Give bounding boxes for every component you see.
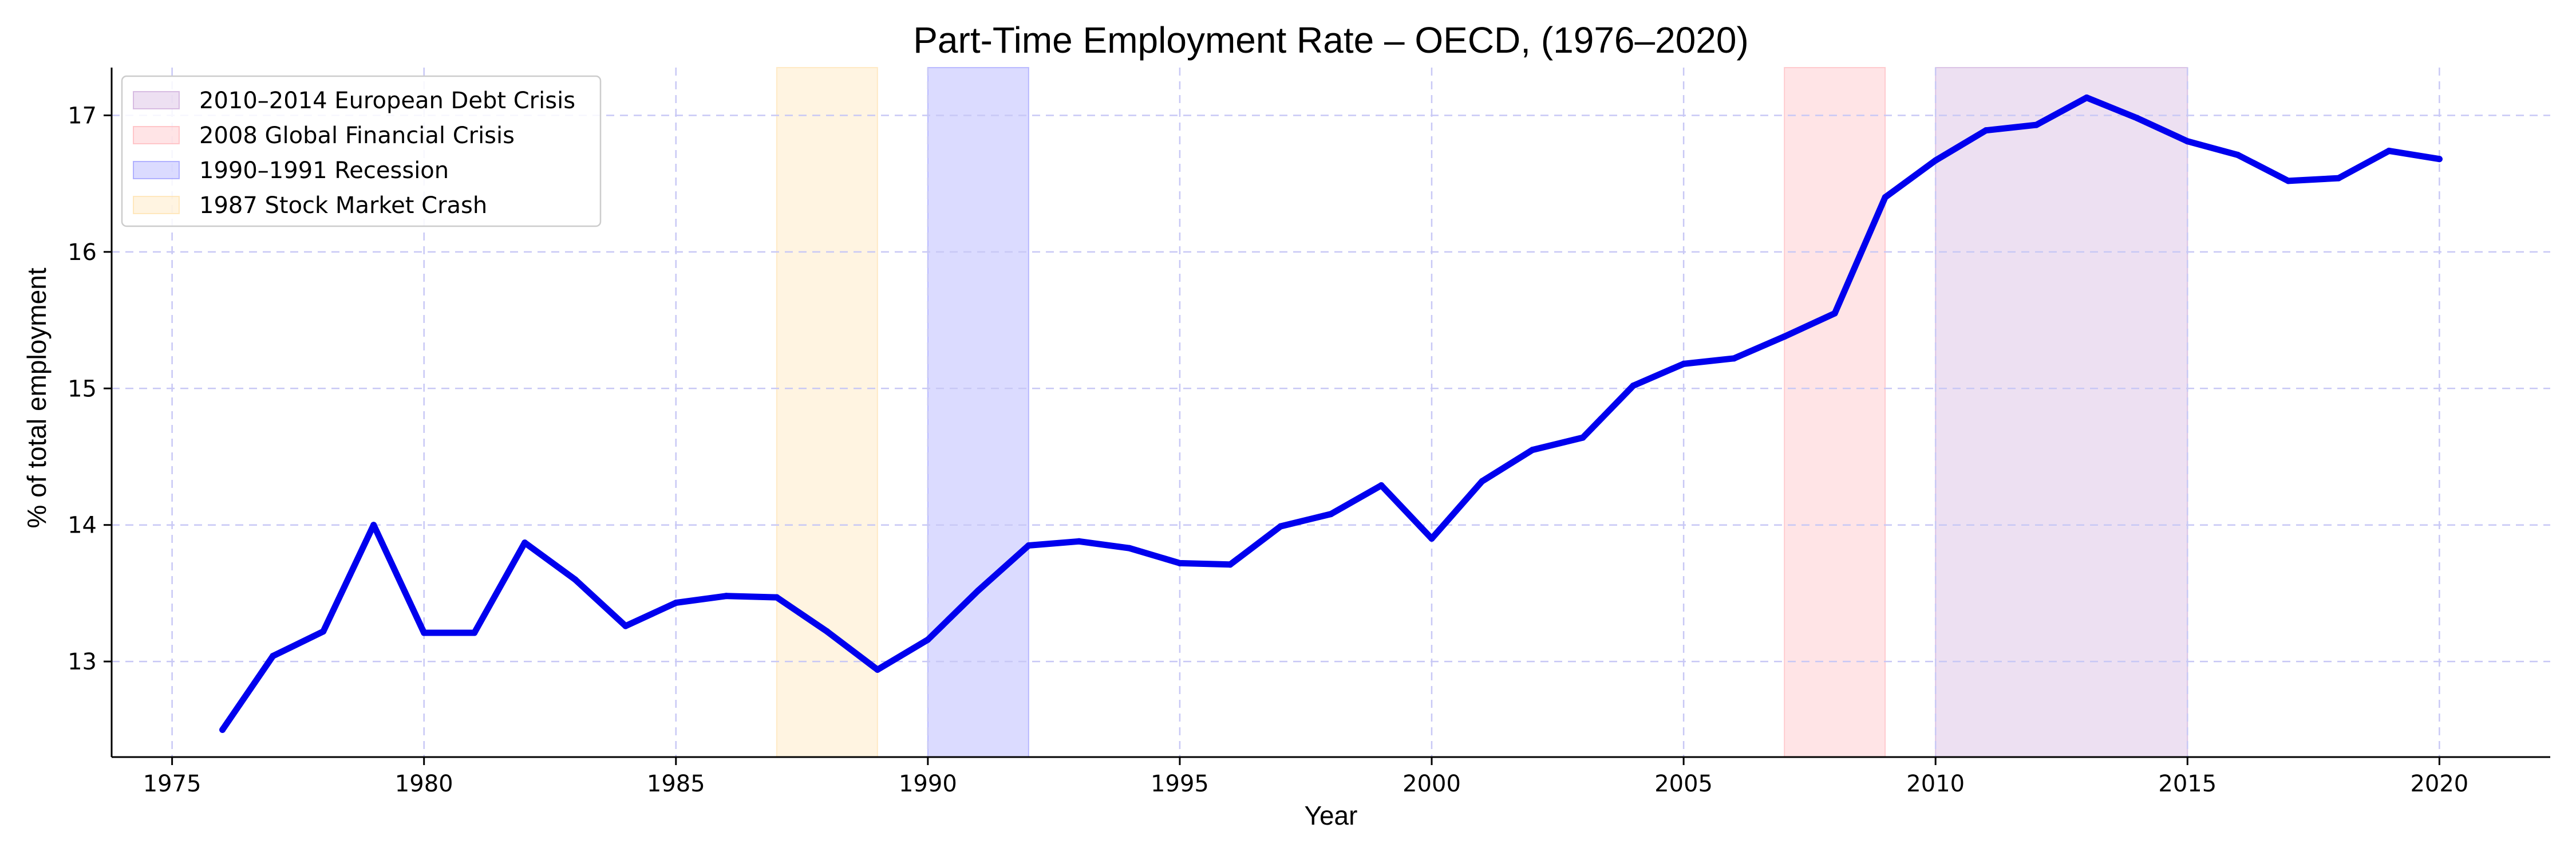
- chart-title: Part-Time Employment Rate – OECD, (1976–…: [913, 19, 1749, 61]
- x-tick-label-2000: 2000: [1402, 771, 1461, 797]
- data-point-2000: [1428, 535, 1435, 542]
- x-tick-label-2020: 2020: [2410, 771, 2468, 797]
- legend-swatch-3: [133, 196, 180, 214]
- data-point-2005: [1680, 360, 1687, 367]
- data-point-2001: [1479, 478, 1485, 484]
- data-point-1994: [1126, 545, 1133, 551]
- data-point-1993: [1076, 538, 1082, 545]
- data-point-2017: [2285, 178, 2291, 184]
- data-point-1976: [219, 726, 226, 733]
- data-point-1980: [421, 629, 428, 636]
- data-point-1988: [824, 628, 831, 635]
- data-point-1982: [521, 539, 528, 546]
- data-point-1990: [924, 636, 931, 643]
- shaded-region-3: [776, 67, 878, 758]
- data-point-1981: [471, 629, 478, 636]
- data-point-1992: [1025, 542, 1032, 549]
- y-tick-label-15: 15: [68, 376, 97, 402]
- data-point-2020: [2436, 156, 2443, 163]
- data-point-2012: [2033, 121, 2040, 128]
- data-point-1991: [975, 587, 982, 594]
- data-point-1977: [270, 653, 276, 660]
- data-point-2015: [2184, 138, 2191, 145]
- data-point-2008: [1831, 310, 1838, 317]
- data-point-2018: [2335, 175, 2342, 182]
- axes: [110, 68, 2550, 758]
- x-tick-label-1980: 1980: [395, 771, 453, 797]
- data-point-1979: [370, 522, 377, 529]
- y-axis-label: % of total employment: [22, 267, 52, 528]
- shaded-region-1: [1784, 67, 1886, 758]
- data-point-2011: [1982, 127, 1989, 134]
- legend: 2010–2014 European Debt Crisis 2008 Globa…: [121, 75, 602, 227]
- data-point-1984: [622, 622, 629, 629]
- data-point-1985: [673, 600, 679, 606]
- data-point-2019: [2385, 147, 2392, 154]
- data-point-1987: [773, 594, 780, 601]
- legend-box: [121, 75, 602, 227]
- legend-label-0: 2010–2014 European Debt Crisis: [199, 88, 575, 114]
- x-tick-label-2015: 2015: [2158, 771, 2217, 797]
- data-point-2006: [1730, 355, 1737, 362]
- legend-label-1: 2008 Global Financial Crisis: [199, 123, 515, 149]
- x-tick-label-2005: 2005: [1654, 771, 1713, 797]
- series-layer: [219, 94, 2443, 733]
- data-point-2014: [2134, 115, 2140, 121]
- shaded-regions: [776, 67, 2188, 758]
- data-point-1998: [1327, 511, 1334, 518]
- shaded-region-2: [927, 67, 1029, 758]
- x-axis-label: Year: [1305, 801, 1358, 830]
- data-point-1986: [723, 593, 730, 600]
- data-point-1997: [1277, 523, 1284, 530]
- y-tick-label-13: 13: [68, 649, 97, 675]
- y-tick-label-17: 17: [68, 103, 97, 129]
- x-tick-label-1975: 1975: [143, 771, 202, 797]
- data-point-1978: [320, 628, 327, 635]
- data-point-1995: [1176, 559, 1183, 566]
- shaded-region-0: [1935, 67, 2188, 758]
- data-point-2009: [1882, 194, 1888, 200]
- legend-swatch-0: [133, 91, 180, 109]
- data-point-2003: [1579, 434, 1586, 441]
- data-point-1996: [1227, 561, 1234, 568]
- tick-labels: 1975 1980 1985 1990 1995 2000 2005 2010 2015 2020…: [68, 103, 2468, 797]
- data-point-2007: [1781, 333, 1788, 340]
- x-tick-label-1985: 1985: [647, 771, 705, 797]
- legend-label-2: 1990–1991 Recession: [199, 157, 449, 184]
- legend-swatch-1: [133, 126, 180, 144]
- y-tick-label-16: 16: [68, 239, 97, 266]
- data-point-1983: [572, 576, 579, 583]
- data-point-2013: [2083, 94, 2090, 101]
- x-tick-label-1995: 1995: [1151, 771, 1209, 797]
- legend-swatch-2: [133, 161, 180, 179]
- x-tick-label-1990: 1990: [899, 771, 957, 797]
- data-point-2002: [1529, 447, 1536, 454]
- legend-label-3: 1987 Stock Market Crash: [199, 192, 487, 219]
- y-tick-label-14: 14: [68, 513, 97, 539]
- data-point-2016: [2234, 152, 2241, 159]
- x-tick-label-2010: 2010: [1906, 771, 1965, 797]
- data-point-2004: [1630, 383, 1637, 389]
- data-point-1999: [1378, 482, 1385, 489]
- data-point-1989: [874, 666, 881, 673]
- data-point-2010: [1932, 157, 1939, 164]
